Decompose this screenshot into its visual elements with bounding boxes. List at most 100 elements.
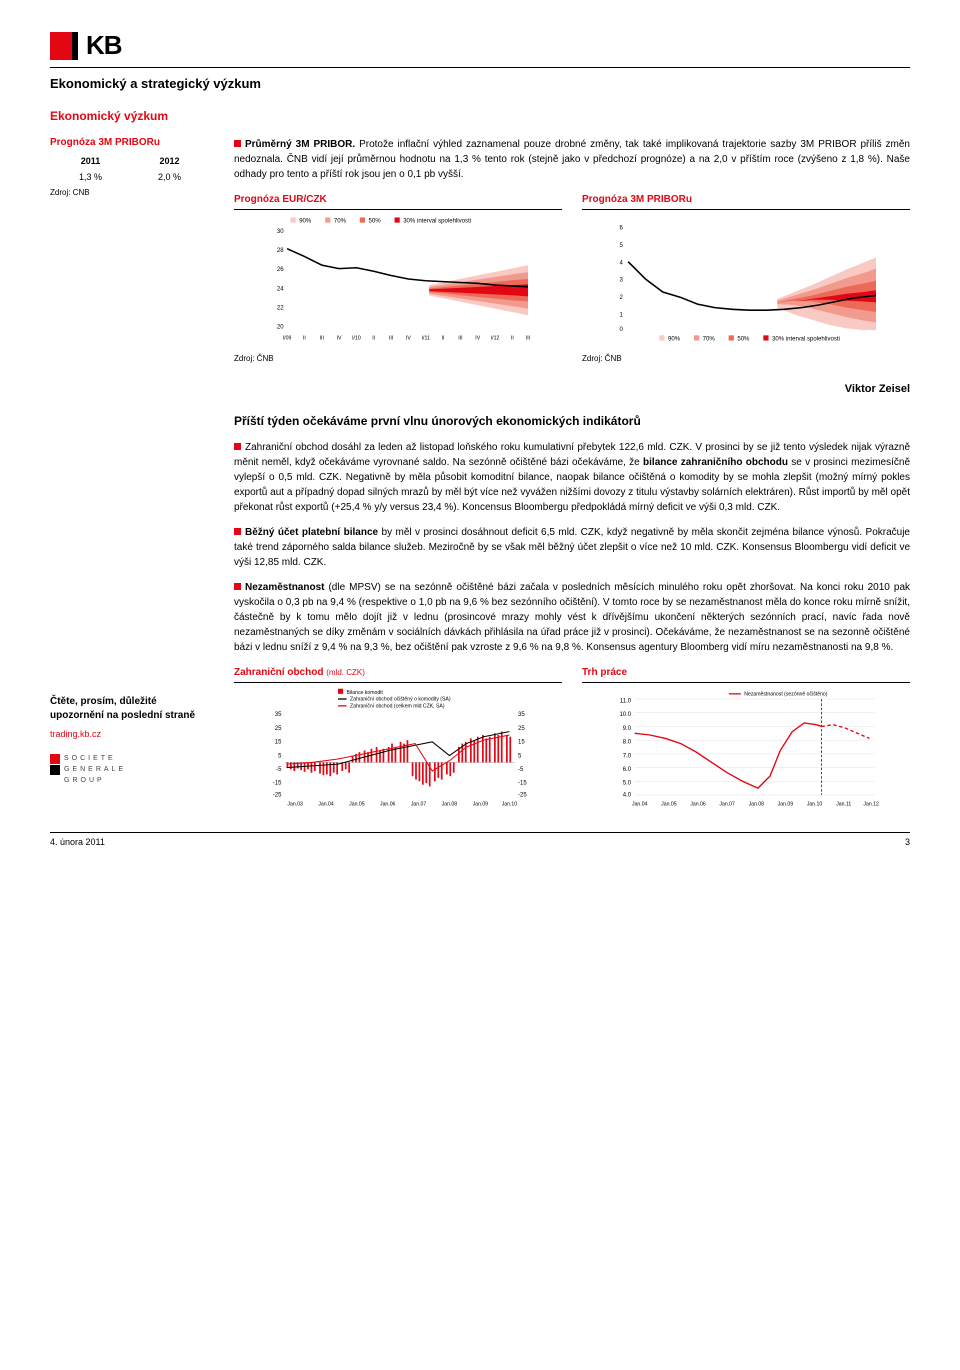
chart-trade: Bilance komodit Zahraniční obchod očiště… (234, 687, 562, 812)
svg-text:15: 15 (518, 739, 525, 745)
svg-text:II: II (303, 336, 306, 342)
svg-text:28: 28 (277, 248, 284, 254)
svg-text:III: III (320, 336, 324, 342)
svg-text:11.0: 11.0 (620, 698, 632, 704)
svg-text:Jan.07: Jan.07 (719, 801, 735, 807)
svg-text:5: 5 (620, 243, 624, 249)
svg-text:25: 25 (275, 725, 282, 731)
svg-text:-5: -5 (276, 767, 282, 773)
svg-text:Jan.10: Jan.10 (502, 801, 518, 807)
footer-date: 4. února 2011 (50, 837, 105, 847)
intro-paragraph: Průměrný 3M PRIBOR. Protože inflační výh… (234, 137, 910, 182)
svg-text:Jan.05: Jan.05 (661, 801, 677, 807)
table-cell: 1,3 % (52, 170, 129, 184)
svg-text:Zahraniční obchod (celkem mld: Zahraniční obchod (celkem mld CZK, SA) (350, 703, 445, 709)
svg-text:Jan.09: Jan.09 (473, 801, 489, 807)
chart-trade-title: Zahraniční obchod (mld. CZK) (234, 665, 562, 683)
svg-text:-15: -15 (518, 780, 527, 786)
table-header: 2011 (52, 154, 129, 168)
chart-pribor: 654 3210 90% 70% 50 (582, 214, 910, 365)
svg-text:Jan.04: Jan.04 (318, 801, 334, 807)
svg-text:3: 3 (620, 278, 624, 284)
svg-text:Zahraniční obchod očištěný o k: Zahraniční obchod očištěný o komodity (S… (350, 696, 451, 702)
svg-text:Jan.09: Jan.09 (778, 801, 794, 807)
header-rule (50, 67, 910, 68)
chart-eur-source: Zdroj: ČNB (234, 353, 562, 365)
svg-text:Jan.08: Jan.08 (749, 801, 765, 807)
footer-link[interactable]: trading.kb.cz (50, 729, 210, 739)
footer-page: 3 (905, 837, 910, 847)
svg-text:I/11: I/11 (422, 336, 430, 342)
bullet-icon (234, 528, 241, 535)
svg-text:25: 25 (518, 725, 525, 731)
svg-text:III: III (389, 336, 393, 342)
footer-disclaimer: Čtěte, prosím, důležité upozornění na po… (50, 695, 210, 723)
svg-text:Jan.10: Jan.10 (807, 801, 823, 807)
svg-text:-25: -25 (518, 792, 527, 798)
sg-black-icon (50, 765, 60, 775)
svg-text:IV: IV (337, 336, 342, 342)
chart-labor-title: Trh práce (582, 665, 910, 683)
svg-text:Jan.06: Jan.06 (690, 801, 706, 807)
svg-text:IV: IV (406, 336, 411, 342)
svg-text:26: 26 (277, 267, 284, 273)
chart-pribor-source: Zdroj: ČNB (582, 353, 910, 365)
svg-text:70%: 70% (334, 219, 347, 225)
logo-text: KB (86, 30, 122, 61)
bullet-icon (234, 140, 241, 147)
author: Viktor Zeisel (234, 381, 910, 398)
svg-text:II: II (442, 336, 445, 342)
svg-text:5: 5 (518, 753, 522, 759)
svg-text:5: 5 (278, 753, 282, 759)
svg-text:20: 20 (277, 324, 284, 330)
svg-text:4.0: 4.0 (623, 792, 632, 798)
svg-text:Jan.06: Jan.06 (380, 801, 396, 807)
logo: KB (50, 30, 910, 61)
chart-trade-title-suffix: (mld. CZK) (326, 668, 365, 677)
svg-text:Jan.11: Jan.11 (836, 801, 851, 807)
svg-text:90%: 90% (299, 219, 312, 225)
svg-text:-25: -25 (273, 792, 282, 798)
svg-text:70%: 70% (703, 337, 716, 343)
svg-text:Jan.07: Jan.07 (411, 801, 427, 807)
svg-text:5.0: 5.0 (623, 780, 632, 786)
svg-text:II: II (372, 336, 375, 342)
svg-text:30% interval spolehlivosti: 30% interval spolehlivosti (403, 219, 471, 225)
svg-text:10.0: 10.0 (619, 712, 631, 718)
bullet-body: (dle MPSV) se na sezónně očištěné bázi z… (234, 582, 910, 653)
svg-text:Jan.08: Jan.08 (442, 801, 458, 807)
svg-text:I/09: I/09 (283, 336, 292, 342)
section-title: Příští týden očekáváme první vlnu únorov… (234, 412, 910, 430)
svg-text:Bilance komodit: Bilance komodit (347, 689, 384, 695)
svg-text:II: II (511, 336, 514, 342)
svg-text:Jan.03: Jan.03 (287, 801, 303, 807)
bullet-lead: Nezaměstnanost (245, 582, 324, 593)
svg-text:4: 4 (620, 260, 624, 266)
svg-text:III: III (526, 336, 530, 342)
sidebar-source: Zdroj: CNB (50, 188, 210, 197)
bullet-icon (234, 583, 241, 590)
bullet-bold: bilance zahraničního obchodu (643, 457, 788, 468)
bullet-para-1: Zahraniční obchod dosáhl za leden až lis… (234, 440, 910, 515)
sg-text: GROUP (64, 775, 105, 786)
svg-text:Jan.12: Jan.12 (863, 801, 879, 807)
sg-red-icon (50, 754, 60, 764)
svg-text:8.0: 8.0 (623, 739, 632, 745)
svg-text:90%: 90% (668, 337, 681, 343)
svg-text:IV: IV (475, 336, 480, 342)
svg-text:-15: -15 (273, 780, 282, 786)
svg-text:Jan.04: Jan.04 (632, 801, 648, 807)
bullet-icon (234, 443, 241, 450)
bullet-lead: Běžný účet platební bilance (245, 527, 378, 538)
svg-text:15: 15 (275, 739, 282, 745)
bullet-para-2: Běžný účet platební bilance by měl v pro… (234, 525, 910, 570)
sg-text: SOCIETE (64, 753, 116, 764)
svg-text:30% interval spolehlivosti: 30% interval spolehlivosti (772, 337, 840, 343)
sg-text: GENERALE (64, 764, 126, 775)
page-subtitle: Ekonomický výzkum (50, 109, 910, 123)
svg-text:6: 6 (620, 226, 624, 232)
svg-text:30: 30 (277, 229, 284, 235)
svg-text:III: III (458, 336, 462, 342)
svg-text:0: 0 (620, 327, 624, 333)
svg-text:Nezaměstnanost (sezónně očiště: Nezaměstnanost (sezónně očištěno) (744, 691, 827, 697)
